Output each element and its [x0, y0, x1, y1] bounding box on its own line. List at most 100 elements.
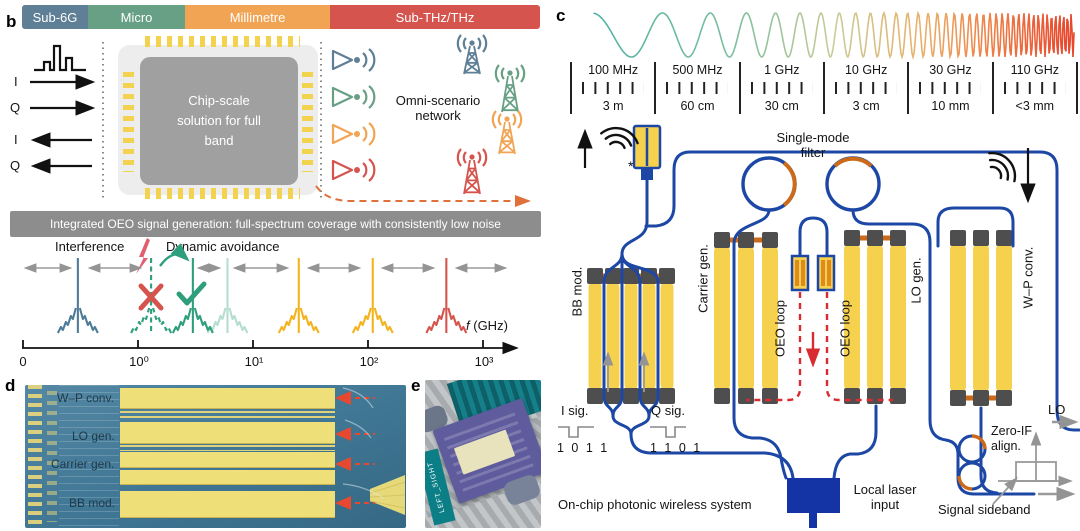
- transmitter-icon: [331, 158, 376, 182]
- axis-ticks: [22, 340, 484, 348]
- i-pulse-icon: [558, 426, 594, 438]
- avoidance-arrow-icon: [159, 243, 190, 267]
- tx-i-label: I: [14, 74, 18, 89]
- tx-asterisk: *: [628, 158, 634, 174]
- transmitter-icon: [331, 85, 376, 109]
- spectrum-peak: [171, 258, 214, 334]
- q-bits: 1 1 0 1: [650, 441, 703, 455]
- modulator-block: [844, 230, 906, 404]
- transmitter-icon: [331, 122, 376, 146]
- micrograph-pad-column: [28, 385, 42, 528]
- panel-label-d: d: [5, 376, 16, 395]
- scale-segment: 30 GHz 10 mm: [907, 62, 991, 114]
- interference-label: Interference: [55, 239, 125, 254]
- lightning-icon: [136, 238, 150, 274]
- zero-if-label: Zero-IF align.: [991, 424, 1032, 453]
- lo-gen-label: LO gen.: [908, 257, 924, 304]
- i-sig-label: I sig.: [561, 403, 589, 418]
- antenna-tower-icon: [494, 64, 526, 113]
- band-millimetre: Millimetre: [185, 5, 330, 29]
- check-mark-icon: [176, 281, 207, 306]
- wp-conv-label: W–P conv.: [1020, 246, 1036, 309]
- modulator-blocks: [587, 230, 1012, 406]
- tick-3: 10²: [359, 354, 379, 369]
- chip-die: Chip-scale solution for full band: [140, 57, 298, 185]
- scale-segment: 500 MHz 60 cm: [654, 62, 738, 114]
- micrograph-bb-label: BB mod.: [69, 496, 116, 510]
- ruler-ticks: [582, 82, 645, 94]
- oeo-loop-dashed: [746, 292, 893, 402]
- antenna-tower-icon: [456, 148, 488, 195]
- chip-pins-left: [123, 72, 134, 172]
- tick-0: 0: [19, 354, 27, 369]
- chip-pins-right: [302, 72, 313, 172]
- rx-i-label: I: [14, 132, 18, 147]
- spectrum-peak: [130, 258, 173, 334]
- system-caption: On-chip photonic wireless system: [558, 497, 752, 512]
- antenna-tower-icon: [491, 110, 523, 155]
- micrograph-wp-label: W–P conv.: [57, 391, 114, 405]
- electrode-stripes: [120, 411, 335, 420]
- modulator-block: [714, 232, 778, 404]
- band-micro: Micro: [88, 5, 185, 29]
- zero-if-ring: [957, 434, 987, 464]
- oeo-loop-label-right: OEO loop: [837, 299, 853, 358]
- chirp-waveform: [593, 10, 1075, 60]
- electrode-bar: [120, 388, 335, 408]
- spectrum-peak: [351, 258, 394, 334]
- chip-text: Chip-scale solution for full band: [177, 92, 261, 149]
- q-pulse-icon: [650, 426, 686, 438]
- oeo-banner: Integrated OEO signal generation: full-s…: [10, 211, 541, 237]
- spectrum-peak: [277, 258, 320, 334]
- chip-photo: LEFT_SIGHT: [425, 380, 541, 528]
- micrograph-lo-label: LO gen.: [72, 429, 115, 443]
- frequency-band-bar: Sub-6G Micro Millimetre Sub-THz/THz: [22, 5, 540, 29]
- wifi-icon: [988, 151, 1017, 183]
- scale-segment: 10 GHz 3 cm: [822, 62, 907, 114]
- panel-label-e: e: [411, 376, 421, 395]
- zero-if-ring: [957, 461, 987, 491]
- tick-4: 10³: [474, 354, 494, 369]
- micrograph-carrier-label: Carrier gen.: [51, 457, 115, 471]
- modulator-block: [950, 230, 1012, 406]
- fiber-fanout: [370, 475, 405, 515]
- micrograph-traces: [59, 385, 119, 528]
- electrode-stripes: [120, 445, 335, 451]
- pulse-icon: [34, 44, 86, 72]
- band-sub6g: Sub-6G: [22, 5, 88, 29]
- wavelength-scale: 100 MHz 3 m 500 MHz 60 cm 1 GHz 30 cm 10 GH…: [570, 62, 1078, 114]
- chip-tag-text: LEFT_SIGHT: [426, 460, 446, 514]
- ruler-ticks: [1003, 82, 1066, 94]
- electrode-bar: [120, 491, 335, 517]
- ruler-ticks: [666, 82, 729, 94]
- chip-pins-top: [145, 36, 300, 47]
- oeo-loop-label-left: OEO loop: [772, 299, 788, 358]
- laser-label: Local laser input: [853, 482, 917, 513]
- bb-mod-up-arrows: [602, 351, 650, 392]
- i-bits: 1 0 1 1: [557, 441, 610, 455]
- scale-segment: 1 GHz 30 cm: [738, 62, 823, 114]
- electrode-bar: [120, 452, 335, 467]
- scale-segment: 100 MHz 3 m: [570, 62, 654, 114]
- electrode-bar: [120, 422, 335, 443]
- tick-1: 10⁰: [129, 354, 149, 369]
- tick-2: 10¹: [244, 354, 264, 369]
- photodetectors: [790, 254, 836, 292]
- transmitter-icon: [331, 48, 376, 72]
- antenna-tower-icon: [456, 34, 488, 75]
- rx-q-label: Q: [10, 158, 21, 173]
- q-sig-label: Q sig.: [651, 403, 685, 418]
- ruler-ticks: [835, 82, 898, 94]
- lo-out-label: LO: [1048, 402, 1066, 417]
- spectrum-peak: [206, 258, 249, 334]
- spectrum-peak: [56, 258, 99, 334]
- avoidance-label: Dynamic avoidance: [166, 239, 280, 254]
- spectrum-peak: [425, 258, 468, 334]
- x-mark-icon: [138, 283, 164, 311]
- band-subthz: Sub-THz/THz: [330, 5, 540, 29]
- laser-box: [787, 478, 840, 528]
- tx-q-label: Q: [10, 100, 21, 115]
- ruler-ticks: [919, 82, 982, 94]
- single-mode-filter-label: Single-mode filter: [776, 130, 850, 161]
